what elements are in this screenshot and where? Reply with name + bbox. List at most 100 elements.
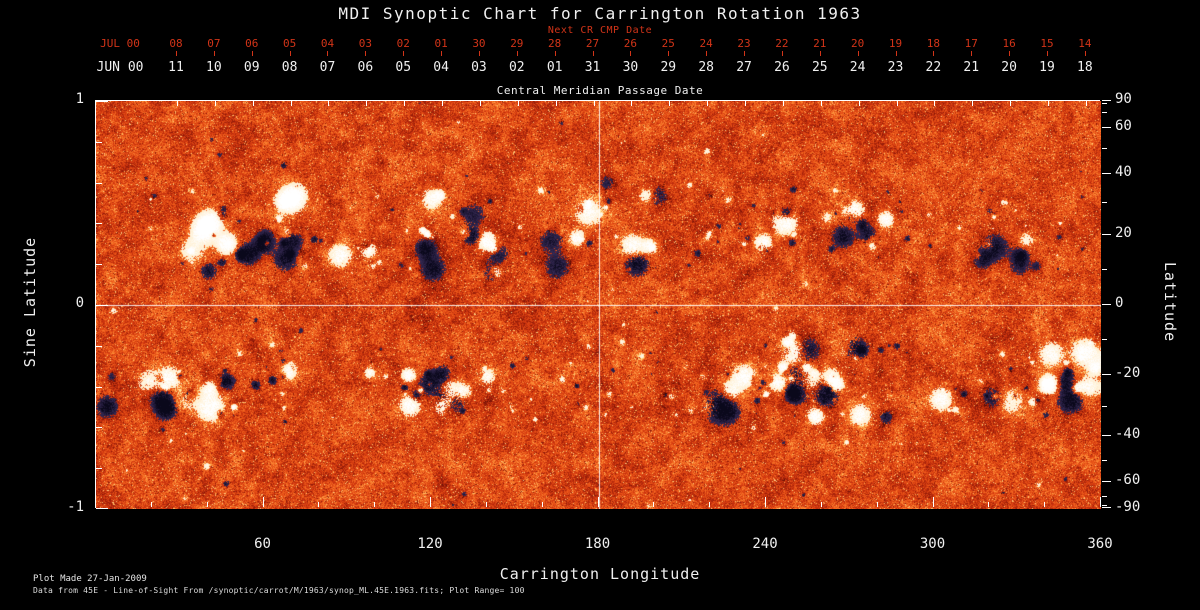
top-edge-date-tick (517, 101, 519, 106)
cmp-day-label: 04 (433, 60, 449, 75)
top-edge-date-tick (972, 101, 974, 106)
top-edge-date-tick (1010, 101, 1012, 106)
bottom-axis-tick-label: 360 (1087, 536, 1113, 552)
plot-made-text: Plot Made 27-Jan-2009 (33, 574, 147, 584)
cmp-day-label: 28 (698, 60, 714, 75)
bottom-axis-minor-tick (206, 502, 208, 507)
top-axis-tick (592, 51, 594, 56)
bottom-axis-major-tick (430, 497, 431, 507)
top-axis-day-label: 08 (169, 37, 183, 50)
cmp-day-label: 27 (736, 60, 752, 75)
top-axis-tick (289, 51, 291, 56)
top-axis-tick (365, 51, 367, 56)
top-axis-day-label: 03 (358, 37, 372, 50)
right-axis-major-tick (1102, 304, 1111, 305)
bottom-axis-minor-tick (541, 502, 543, 507)
top-edge-date-tick (1085, 101, 1087, 106)
cmp-day-label: 31 (584, 60, 601, 75)
top-axis-day-label: 19 (888, 37, 903, 50)
cmp-axis-month-label: JUN 00 (96, 60, 144, 75)
bottom-axis-minor-tick (820, 502, 822, 507)
left-axis-minor-tick (96, 141, 102, 143)
right-axis-tick-label: 40 (1115, 163, 1132, 180)
cmp-day-label: 02 (508, 60, 525, 75)
right-axis-minor-tick (1102, 504, 1107, 506)
cmp-day-label: 24 (849, 60, 866, 75)
left-axis-tick-label: 0 (75, 295, 84, 311)
top-edge-date-tick (782, 101, 784, 106)
top-edge-date-tick (820, 101, 822, 106)
top-axis-day-label: 17 (964, 37, 978, 50)
top-axis-day-label: 20 (851, 37, 865, 50)
right-axis-major-tick (1102, 373, 1111, 375)
cmp-day-label: 09 (243, 60, 260, 75)
cmp-day-label: 29 (660, 60, 677, 75)
top-axis-tick (744, 51, 746, 56)
top-axis-day-label: 07 (207, 37, 221, 50)
bottom-axis-minor-tick (374, 502, 376, 507)
cmp-day-label: 21 (963, 60, 980, 75)
right-axis-minor-tick (1102, 339, 1107, 341)
top-edge-date-tick (858, 101, 860, 106)
top-axis-tick (706, 51, 708, 56)
top-edge-date-tick (404, 101, 406, 106)
bottom-axis-tick-label: 60 (254, 536, 271, 552)
right-axis-minor-tick (1102, 147, 1107, 149)
cmp-axis-title: Central Meridian Passage Date (496, 84, 704, 97)
top-axis-day-label: 01 (434, 37, 448, 50)
left-axis-major-tick (96, 305, 108, 306)
top-axis-tick (441, 51, 443, 56)
left-axis-major-tick (96, 101, 108, 102)
cmp-day-label: 25 (811, 60, 828, 75)
right-axis-major-tick (1102, 127, 1111, 129)
top-edge-date-tick (631, 101, 633, 106)
top-axis-day-label: 27 (585, 37, 600, 50)
bottom-axis-tick-label: 120 (417, 536, 443, 552)
data-source-text: Data from 45E - Line-of-Sight From /syno… (33, 586, 525, 595)
top-axis-day-label: 29 (510, 37, 524, 50)
top-edge-date-tick (214, 101, 216, 106)
bottom-axis-tick-label: 300 (919, 536, 946, 552)
right-axis-minor-tick (1102, 460, 1107, 462)
top-axis-day-label: 15 (1040, 37, 1054, 50)
top-edge-date-tick (555, 101, 557, 106)
cmp-day-label: 06 (357, 60, 374, 75)
bottom-axis-tick-label: 180 (584, 536, 611, 552)
top-axis-tick (251, 51, 253, 56)
top-axis-day-label: 21 (813, 37, 827, 50)
top-axis-tick (554, 51, 556, 56)
cmp-day-label: 07 (319, 60, 336, 75)
right-axis-major-tick (1102, 435, 1111, 437)
left-axis-tick-label: -1 (67, 499, 84, 515)
left-axis-minor-tick (96, 345, 102, 347)
bottom-axis-title: Carrington Longitude (499, 565, 701, 583)
bottom-axis-minor-tick (709, 502, 711, 507)
top-edge-date-tick (442, 101, 444, 106)
top-edge-date-tick (328, 101, 330, 106)
right-axis-tick-label: 20 (1115, 225, 1132, 242)
top-axis-day-label: 16 (1002, 37, 1016, 50)
top-edge-date-tick (669, 101, 671, 106)
right-axis-minor-tick (1102, 103, 1107, 105)
right-axis-minor-tick (1102, 112, 1107, 114)
next-cr-cmp-date-label: Next CR CMP Date (547, 25, 653, 36)
right-axis-major-tick (1102, 234, 1111, 236)
right-axis-minor-tick (1102, 202, 1107, 203)
top-axis-day-label: 02 (396, 37, 410, 50)
top-axis-day-label: 23 (737, 37, 751, 50)
top-edge-date-tick (707, 101, 709, 106)
top-axis-day-label: 25 (661, 37, 675, 50)
right-axis-title: Latitude (1161, 261, 1179, 343)
top-edge-date-tick (896, 101, 898, 106)
top-axis-tick (933, 51, 935, 56)
top-axis-tick (213, 51, 215, 56)
top-axis-tick (971, 51, 973, 56)
bottom-axis-minor-tick (653, 502, 655, 507)
top-axis-month-label: JUL 00 (100, 37, 140, 50)
top-axis-day-label: 18 (926, 37, 940, 50)
top-axis-tick (403, 51, 405, 56)
cmp-day-label: 08 (281, 60, 298, 75)
left-axis-title: Sine Latitude (21, 236, 39, 368)
chart-title: MDI Synoptic Chart for Carrington Rotati… (338, 4, 862, 23)
